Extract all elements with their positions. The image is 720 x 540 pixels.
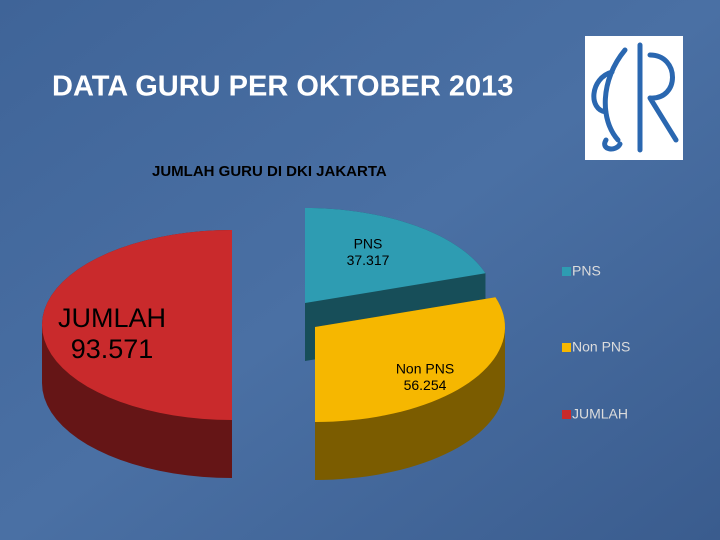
slice-label: PNS [354,236,383,252]
slice-label: JUMLAH [58,303,166,333]
slice-value: 37.317 [347,252,390,268]
legend-label: JUMLAH [572,406,628,422]
pie-slice [315,297,505,422]
slice-label: Non PNS [396,361,454,377]
slide-title: DATA GURU PER OKTOBER 2013 [52,71,513,103]
slice-value: 93.571 [71,334,154,364]
logo [585,36,683,160]
pie-slice [42,230,232,420]
legend-swatch [562,410,571,419]
legend-swatch [562,267,571,276]
legend: PNS Non PNS JUMLAH [562,263,630,422]
legend-swatch [562,343,571,352]
pie-slice [305,208,486,303]
slice-value: 56.254 [404,377,447,393]
legend-label: Non PNS [572,339,630,355]
legend-label: PNS [572,263,601,279]
chart-title: JUMLAH GURU DI DKI JAKARTA [152,163,387,180]
